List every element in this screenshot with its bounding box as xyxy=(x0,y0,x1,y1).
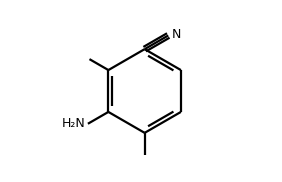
Text: N: N xyxy=(171,28,181,41)
Text: H₂N: H₂N xyxy=(61,117,85,130)
